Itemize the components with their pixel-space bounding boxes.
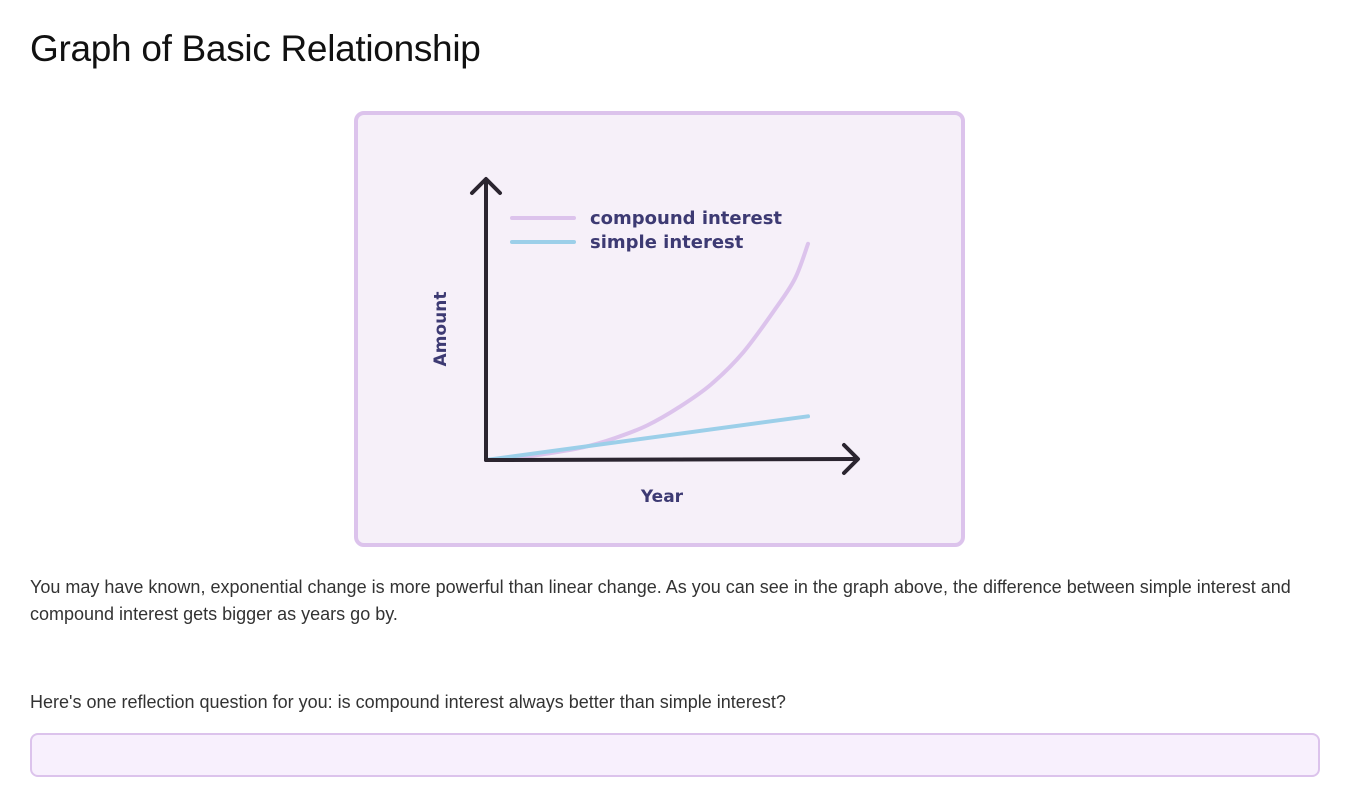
explanation-paragraph: You may have known, exponential change i… (30, 577, 1291, 624)
legend: compound interest simple interest (510, 208, 782, 253)
series-layer (484, 241, 810, 462)
reflection-answer-input[interactable] (30, 733, 1320, 777)
series-line-simple-interest (484, 414, 810, 462)
x-axis-label: Year (640, 487, 684, 507)
x-axis-arrow-icon (842, 443, 860, 475)
interest-chart: compound interest simple interest Year Am… (431, 177, 860, 507)
series-line-compound-interest (484, 241, 810, 462)
x-axis-line (484, 457, 858, 462)
legend-label-1: simple interest (590, 232, 744, 253)
y-axis-label: Amount (431, 292, 451, 367)
page-title: Graph of Basic Relationship (30, 28, 481, 69)
reflection-question: Here's one reflection question for you: … (30, 692, 786, 712)
graph-figure: compound interest simple interest Year Am… (354, 111, 965, 547)
y-axis-arrow-icon (470, 177, 502, 195)
legend-label-0: compound interest (590, 208, 782, 229)
